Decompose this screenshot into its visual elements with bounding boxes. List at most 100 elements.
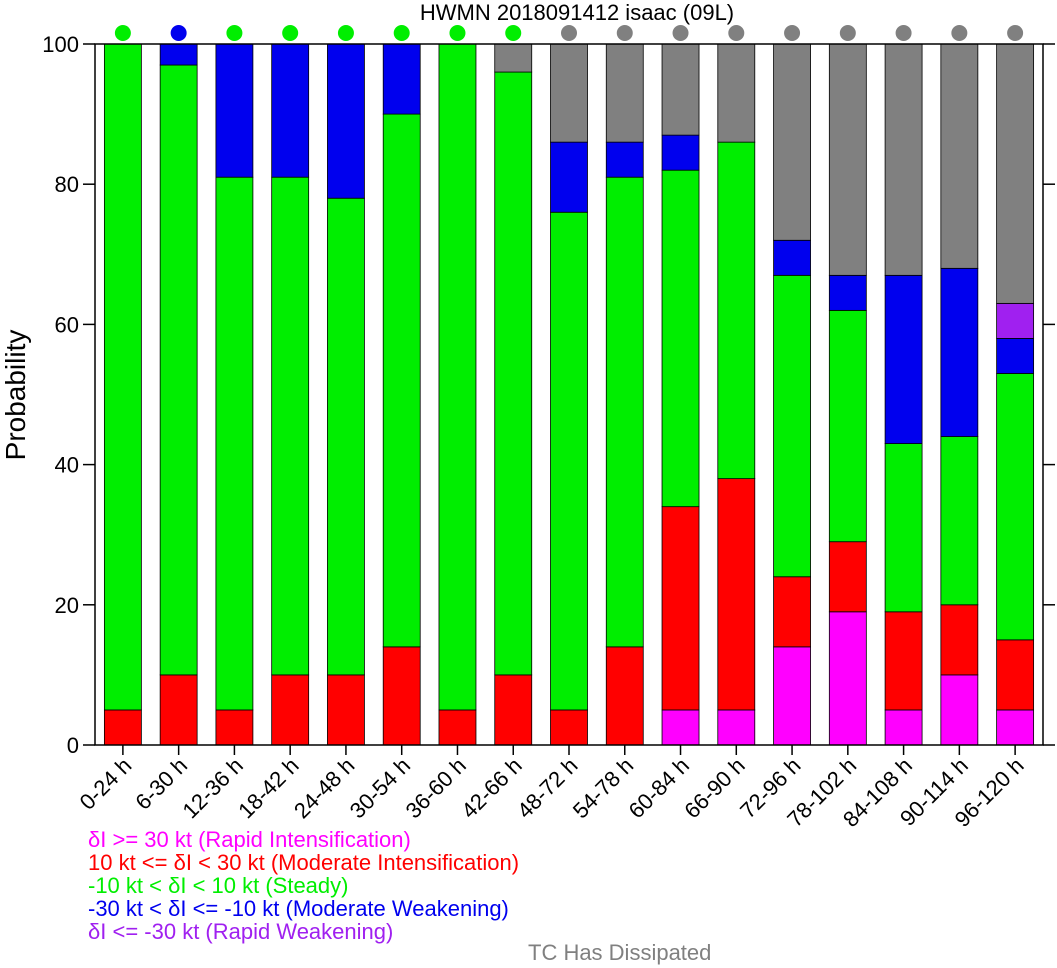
y-tick-label: 0 <box>67 733 79 758</box>
bar-segment-mw <box>215 43 254 178</box>
bar-segment-st <box>382 113 421 648</box>
bar-segment-st <box>271 176 310 676</box>
bar-segment-mi <box>717 478 756 711</box>
bar-segment-st <box>215 176 254 711</box>
y-axis: 0 20 40 60 80 100 <box>42 32 1055 758</box>
legend-dissipated: TC Has Dissipated <box>528 940 712 965</box>
status-markers <box>114 25 1024 41</box>
bar-segment-st <box>661 169 700 508</box>
bar-segment-mw <box>996 338 1035 374</box>
bar-segment-mw <box>271 43 310 178</box>
status-marker <box>728 25 745 41</box>
bar-segment-mw <box>940 267 979 437</box>
status-marker <box>951 25 968 41</box>
legend-moderate-weakening: -30 kt < δI <= -10 kt (Moderate Weakenin… <box>88 896 509 921</box>
bar-segment-st <box>773 274 811 578</box>
bar-segment-st <box>103 43 142 711</box>
bar-segment-ri <box>940 674 979 746</box>
bar-segment-ri <box>884 709 923 746</box>
bar-segment-dis <box>550 43 588 143</box>
status-marker <box>282 25 299 41</box>
status-marker <box>1007 25 1024 41</box>
bar-segment-st <box>940 436 979 606</box>
bar-segment-dis <box>940 43 979 269</box>
status-marker <box>895 25 912 41</box>
bar-segment-dis <box>661 43 700 136</box>
status-marker <box>170 25 187 41</box>
x-tick-label: 0-24 h <box>75 753 137 815</box>
bar-segment-mi <box>996 639 1035 711</box>
bar-segment-st <box>159 64 198 676</box>
x-axis: 0-24 h6-30 h12-36 h18-42 h24-48 h30-54 h… <box>75 745 1029 832</box>
bar-segment-ri <box>661 709 700 746</box>
bar-segment-mi <box>884 611 923 711</box>
x-tick-label: 36-60 h <box>401 753 471 823</box>
bar-segment-ri <box>996 709 1035 746</box>
x-tick-label: 18-42 h <box>233 753 303 823</box>
status-marker <box>561 25 577 41</box>
x-tick-label: 12-36 h <box>178 753 248 823</box>
bar-segment-mi <box>661 506 700 711</box>
bar-segment-mi <box>940 604 979 676</box>
x-tick-label: 24-48 h <box>289 753 359 823</box>
x-tick-label: 48-72 h <box>512 753 582 823</box>
bar-segment-ri <box>828 611 867 746</box>
status-marker <box>839 25 856 41</box>
status-marker <box>226 25 243 41</box>
status-marker <box>616 25 633 41</box>
bar-segment-dis <box>828 43 867 276</box>
x-tick-label: 30-54 h <box>345 753 415 823</box>
y-tick-label: 60 <box>55 312 79 337</box>
status-marker <box>784 25 801 41</box>
status-marker <box>114 25 131 41</box>
bar-segment-dis <box>717 43 756 143</box>
bar-segment-dis <box>605 43 644 143</box>
bar-segment-mi <box>438 709 477 746</box>
bar-segment-mi <box>605 646 644 746</box>
bar-segment-st <box>550 211 588 711</box>
y-tick-label: 40 <box>55 453 79 478</box>
bar-segment-mi <box>103 709 142 746</box>
bar-segment-mw <box>828 274 867 311</box>
x-tick-label: 66-90 h <box>679 753 749 823</box>
bar-segment-mw <box>661 134 700 171</box>
bar-segment-st <box>884 443 923 613</box>
bar-segment-mw <box>884 274 923 444</box>
bar-segment-mw <box>159 43 198 66</box>
bar-segment-st <box>996 373 1035 641</box>
legend-steady: -10 kt < δI < 10 kt (Steady) <box>88 873 349 898</box>
bar-segment-ri <box>717 709 756 746</box>
bar-segment-mw <box>382 43 421 115</box>
bar-segment-st <box>494 71 533 676</box>
bar-segment-mi <box>271 674 310 746</box>
bar-segment-mw <box>550 141 588 213</box>
bar-segment-dis <box>996 43 1035 304</box>
bar-segment-dis <box>884 43 923 276</box>
bar-segment-st <box>717 141 756 480</box>
bar-segment-mi <box>828 541 867 613</box>
status-marker <box>505 25 522 41</box>
chart-title: HWMN 2018091412 isaac (09L) <box>420 0 734 25</box>
legend: δI >= 30 kt (Rapid Intensification) 10 k… <box>88 828 519 943</box>
bar-segment-mi <box>494 674 533 746</box>
bar-segment-mw <box>327 43 365 199</box>
bar-segment-dis <box>494 43 533 73</box>
y-tick-label: 100 <box>42 32 79 57</box>
legend-rapid-weakening: δI <= -30 kt (Rapid Weakening) <box>88 919 394 944</box>
status-marker <box>672 25 689 41</box>
status-marker <box>337 25 354 41</box>
x-tick-label: 54-78 h <box>568 753 638 823</box>
bar-segment-st <box>438 43 477 711</box>
legend-rapid-intensification: δI >= 30 kt (Rapid Intensification) <box>88 827 411 852</box>
bar-segment-mi <box>550 709 588 746</box>
bar-segment-mw <box>605 141 644 178</box>
bar-segment-ri <box>773 646 811 746</box>
y-tick-label: 20 <box>55 593 79 618</box>
y-axis-label: Probability <box>0 330 31 461</box>
bar-segment-mi <box>159 674 198 746</box>
legend-moderate-intensification: 10 kt <= δI < 30 kt (Moderate Intensific… <box>88 850 520 875</box>
bar-segment-mi <box>382 646 421 746</box>
bar-segment-mi <box>215 709 254 746</box>
y-tick-label: 80 <box>55 172 79 197</box>
